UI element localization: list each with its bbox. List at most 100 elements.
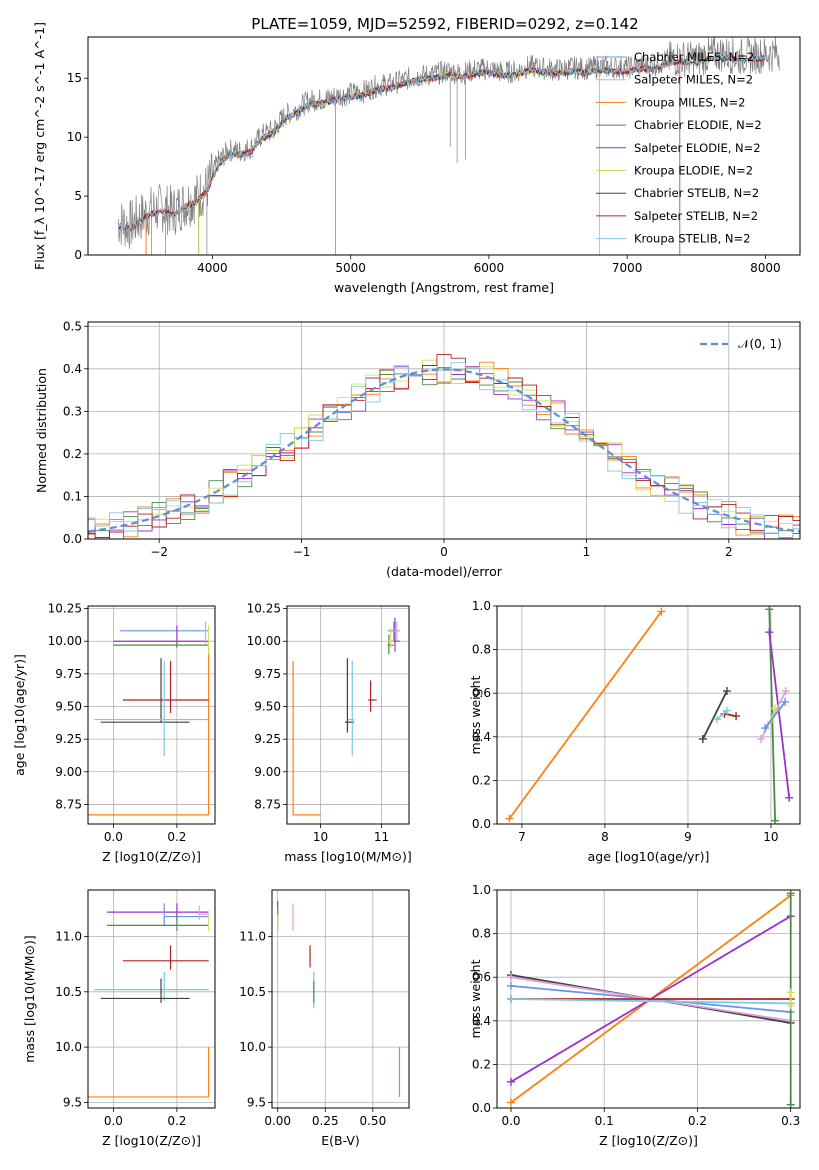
y-tick-label: 0.4	[63, 362, 82, 376]
x-tick-label: 8000	[750, 261, 781, 275]
y-tick-label: 10.0	[55, 1040, 82, 1054]
y-tick-label: 0.2	[472, 1057, 491, 1071]
x-tick-label: 4000	[197, 261, 228, 275]
panel-mass_weight_vs_age: 7 8 9 10 0.0 0.2 0.4 0.6 0.8 1.0 age [log10(age/yr…	[468, 599, 801, 864]
legend-label: Chabrier ELODIE, N=2	[634, 118, 762, 132]
plot-area	[88, 354, 800, 539]
normal-reference-curve	[88, 368, 800, 533]
data-point	[88, 1047, 210, 1098]
y-tick-label: 0.8	[472, 643, 491, 657]
legend-label: Kroupa ELODIE, N=2	[634, 164, 753, 178]
y-tick-label: 0.2	[63, 447, 82, 461]
x-tick-label: 10	[763, 830, 778, 844]
panel-age_vs_Z: 0.0 0.2 8.75 9.00 9.25 9.50 9.75 10.00 10.25 Z [l…	[12, 602, 216, 864]
data-point	[94, 660, 209, 757]
residual-histogram	[88, 354, 800, 538]
x-axis-label: mass [log10(M/M⊙)]	[284, 849, 412, 864]
x-tick-label: 0.00	[264, 1114, 291, 1128]
y-tick-label: 9.75	[55, 667, 82, 681]
y-tick-label: 0.2	[472, 773, 491, 787]
data-point	[94, 971, 209, 1001]
x-axis-label: Z [log10(Z/Z⊙)]	[102, 1133, 201, 1148]
y-axis-label: mass weight	[468, 675, 483, 754]
residual-histogram	[88, 361, 800, 538]
panel-mass_vs_Z: 0.0 0.2 9.5 10.0 10.5 11.0 Z [log10(Z/Z⊙)] mass…	[22, 889, 216, 1148]
series-marker	[712, 715, 721, 724]
panel-residuals: −2 −1 0 1 2 0.0 0.1 0.2 0.3 0.4 0.5 (data-model)/er…	[34, 319, 801, 579]
series	[506, 995, 795, 1008]
y-tick-label: 0.8	[472, 927, 491, 941]
y-tick-label: 9.00	[254, 765, 281, 779]
y-tick-label: 0.1	[63, 489, 82, 503]
axes-frame	[87, 889, 216, 1109]
axes-frame	[496, 889, 801, 1109]
data-point	[348, 660, 355, 757]
x-axis-label: E(B-V)	[321, 1133, 360, 1148]
series-marker	[786, 1100, 795, 1108]
series-marker	[765, 628, 774, 637]
plot-area	[88, 621, 210, 816]
y-tick-label: 10.00	[247, 634, 281, 648]
data-point	[88, 647, 210, 816]
y-tick-label: 8.75	[254, 797, 281, 811]
panel-age_vs_mass: 10 11 8.75 9.00 9.25 9.50 9.75 10.00 10.25 mass […	[247, 602, 412, 864]
data-point	[113, 625, 209, 646]
axes-frame	[496, 605, 801, 825]
x-tick-label: 0.0	[104, 1114, 123, 1128]
x-tick-label: −2	[150, 545, 168, 559]
y-axis-label: age [log10(age/yr)]	[12, 654, 27, 776]
y-tick-label: 9.50	[254, 700, 281, 714]
y-tick-label: 10.25	[247, 602, 281, 616]
y-tick-label: 10.5	[55, 985, 82, 999]
x-tick-label: 0.0	[501, 1114, 520, 1128]
series-line	[508, 610, 663, 820]
y-tick-label: 10.00	[48, 634, 82, 648]
plot-area	[88, 903, 210, 1098]
y-tick-label: 0.4	[472, 730, 491, 744]
data-point	[122, 660, 209, 714]
x-tick-label: 10	[313, 830, 328, 844]
x-tick-label: 0	[440, 545, 448, 559]
y-tick-label: 8.75	[55, 797, 82, 811]
series	[786, 988, 795, 1010]
series-marker	[771, 704, 780, 713]
legend-label: 𝒩(0, 1)	[738, 337, 782, 351]
axes-frame	[87, 321, 801, 540]
y-axis-label: mass [log10(M/M⊙)]	[22, 935, 37, 1063]
data-point	[163, 903, 209, 926]
x-tick-label: 0.0	[104, 830, 123, 844]
legend-label: Salpeter STELIB, N=2	[634, 209, 758, 223]
x-tick-label: 6000	[474, 261, 505, 275]
series	[761, 697, 790, 733]
series-marker	[506, 973, 515, 982]
series-marker	[722, 687, 731, 696]
residual-histogram	[88, 373, 800, 539]
data-point	[198, 905, 209, 920]
legend-label: Chabrier STELIB, N=2	[634, 186, 759, 200]
series-marker	[771, 816, 780, 824]
plot-area	[505, 606, 794, 824]
y-tick-label: 0.4	[472, 1014, 491, 1028]
legend-label: Chabrier MILES, N=2	[634, 50, 754, 64]
panel-spectrum: 4000 5000 6000 7000 8000 0 5 10 15 wavelength [An…	[32, 22, 801, 295]
legend: Chabrier MILES, N=2 Salpeter MILES, N=2 Kr…	[596, 50, 762, 246]
x-tick-label: 2	[725, 545, 733, 559]
series-marker	[786, 988, 795, 997]
x-axis-label: Z [log10(Z/Z⊙)]	[599, 1133, 698, 1148]
series	[698, 687, 731, 743]
legend-label: Salpeter MILES, N=2	[634, 73, 753, 87]
series-marker	[506, 1098, 515, 1107]
y-tick-label: 10.25	[48, 602, 82, 616]
y-tick-label: 10	[67, 130, 82, 144]
figure-title: PLATE=1059, MJD=52592, FIBERID=0292, z=0…	[251, 15, 638, 33]
axes-frame	[286, 605, 410, 825]
y-axis-label: mass weight	[468, 959, 483, 1038]
y-tick-label: 5	[74, 189, 82, 203]
data-point	[100, 658, 190, 723]
x-tick-label: 1	[583, 545, 591, 559]
series-line	[716, 709, 728, 721]
series-line	[768, 632, 791, 798]
series	[712, 706, 731, 724]
series-marker	[506, 1077, 515, 1086]
y-tick-label: 1.0	[472, 599, 491, 613]
